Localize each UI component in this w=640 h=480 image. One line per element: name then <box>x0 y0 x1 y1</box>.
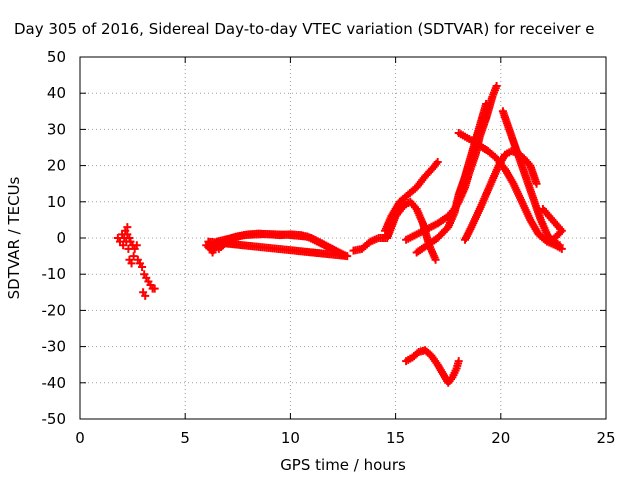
y-tick-label: 0 <box>56 229 66 247</box>
data-point <box>129 252 138 261</box>
series-track <box>538 205 566 250</box>
y-axis-label: SDTVAR / TECUs <box>5 176 23 299</box>
y-tick-label: 10 <box>47 193 66 211</box>
series-track <box>454 129 566 253</box>
data-point <box>127 259 136 268</box>
y-tick-label: -40 <box>42 374 67 392</box>
data-point <box>123 223 132 232</box>
series-track <box>412 100 491 257</box>
data-point <box>341 251 350 260</box>
y-tick-label: -30 <box>42 338 67 356</box>
y-tick-label: 50 <box>47 48 66 66</box>
data-point <box>492 81 501 90</box>
x-tick-label: 5 <box>180 429 190 447</box>
y-tick-label: 20 <box>47 157 66 175</box>
grid <box>80 57 606 419</box>
axis-ticks: 0 5 10 15 20 25 50 40 30 20 10 0 -10 -20 -30 -40 -50 <box>42 48 616 447</box>
x-tick-label: 0 <box>75 429 85 447</box>
data-point <box>433 157 442 166</box>
x-tick-label: 10 <box>281 429 300 447</box>
y-tick-label: -50 <box>42 410 67 428</box>
data-point <box>150 284 159 293</box>
series-track <box>113 223 159 300</box>
y-tick-label: -10 <box>42 265 67 283</box>
data-points <box>113 81 566 387</box>
plot-frame <box>79 56 607 420</box>
y-tick-label: -20 <box>42 301 67 319</box>
data-point <box>141 291 150 300</box>
series-track <box>498 107 564 250</box>
x-tick-label: 25 <box>596 429 615 447</box>
x-axis-label: GPS time / hours <box>280 456 406 474</box>
data-point <box>553 241 562 250</box>
data-point <box>132 241 141 250</box>
data-point <box>431 255 440 264</box>
data-point <box>454 357 463 366</box>
y-tick-label: 40 <box>47 84 66 102</box>
chart-title: Day 305 of 2016, Sidereal Day-to-day VTE… <box>14 20 595 38</box>
data-point <box>532 179 541 188</box>
x-tick-label: 20 <box>491 429 510 447</box>
series-track <box>402 346 463 387</box>
data-point <box>482 100 491 109</box>
series-track <box>381 157 442 235</box>
x-tick-label: 15 <box>386 429 405 447</box>
data-point <box>138 262 147 271</box>
series-track <box>202 229 352 261</box>
y-tick-label: 30 <box>47 120 66 138</box>
